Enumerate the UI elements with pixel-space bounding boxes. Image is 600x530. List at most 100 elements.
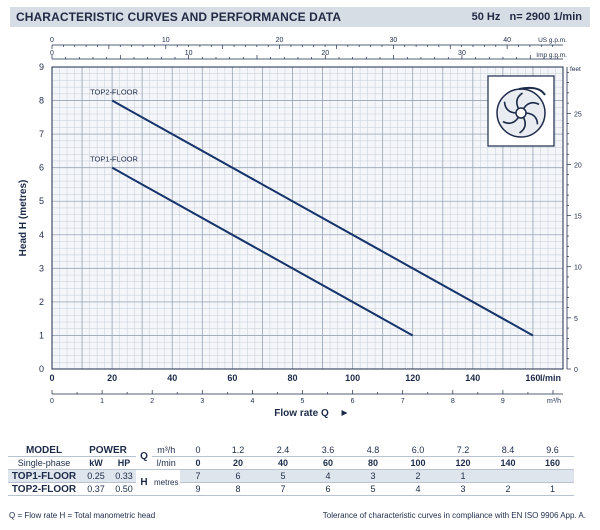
head-value: 1: [440, 469, 486, 483]
kw-value: 0.25: [80, 469, 112, 483]
grid: [51, 66, 564, 370]
q-lmin-value: 60: [305, 456, 351, 470]
us-tick-label: 40: [503, 37, 511, 44]
q-m3h-value: 7.2: [440, 444, 486, 457]
y-tick-label: 8: [39, 96, 44, 106]
y-tick-label: 0: [39, 364, 44, 374]
feet-tick-label: 20: [574, 162, 582, 169]
model-name: TOP2-FLOOR: [8, 482, 80, 496]
x-tick-label: 100: [345, 373, 360, 383]
feet-tick-label: 15: [574, 214, 582, 221]
q-m3h-value: 9.6: [530, 444, 575, 457]
q-lmin-value: 80: [350, 456, 396, 470]
series-line: [111, 99, 534, 337]
kw-header: kW: [80, 456, 112, 470]
imp-tick-label: 10: [185, 50, 193, 57]
h-unit: metres: [152, 469, 181, 496]
q-unit-m3h: m³/h: [152, 444, 181, 457]
imp-tick-label: 20: [321, 50, 329, 57]
m3h-tick-label: 9: [501, 398, 505, 405]
y-tick-label: 7: [39, 129, 44, 139]
q-m3h-value: 2.4: [260, 444, 306, 457]
imp-tick-label: 30: [458, 50, 466, 57]
phase-header: Single-phase: [8, 456, 80, 470]
hp-value: 0.33: [112, 469, 136, 483]
us-tick-label: 20: [276, 37, 284, 44]
footer-tolerance: Tolerance of characteristic curves in co…: [322, 511, 586, 520]
head-value: [485, 469, 531, 483]
header-bar: CHARACTERISTIC CURVES AND PERFORMANCE DA…: [10, 7, 590, 27]
x-tick-label: 60: [227, 373, 237, 383]
m3h-tick-label: 5: [301, 398, 305, 405]
x-tick-label: 40: [167, 373, 177, 383]
m3h-tick-label: 4: [250, 398, 254, 405]
series-line: [111, 166, 414, 337]
imp-tick-label: 0: [50, 50, 54, 57]
us-tick-label: 30: [389, 37, 397, 44]
q-lmin-value: 120: [440, 456, 486, 470]
q-m3h-value: 4.8: [350, 444, 396, 457]
m3h-tick-label: 0: [50, 398, 54, 405]
q-m3h-value: 3.6: [305, 444, 351, 457]
q-lmin-value: 40: [260, 456, 306, 470]
q-lmin-value: 140: [485, 456, 531, 470]
m3h-tick-label: 1: [100, 398, 104, 405]
model-name: TOP1-FLOOR: [8, 469, 80, 483]
us-tick-label: 0: [50, 37, 54, 44]
m3h-tick-label: 7: [401, 398, 405, 405]
feet-tick-label: 0: [574, 367, 578, 374]
y-tick-label: 3: [39, 263, 44, 273]
hp-header: HP: [112, 456, 136, 470]
m3h-tick-label: 6: [351, 398, 355, 405]
m3h-tick-label: 3: [200, 398, 204, 405]
impeller-icon: [487, 75, 555, 147]
m3h-unit-label: m³/h: [547, 398, 561, 405]
x-tick-label: 120: [405, 373, 420, 383]
page-title: CHARACTERISTIC CURVES AND PERFORMANCE DA…: [16, 10, 342, 24]
q-m3h-value: 8.4: [485, 444, 531, 457]
h-header: H: [136, 469, 152, 496]
feet-tick-label: 10: [574, 265, 582, 272]
us-tick-label: 10: [162, 37, 170, 44]
head-value: 1: [530, 482, 575, 496]
head-value: 7: [260, 482, 306, 496]
y-tick-label: 2: [39, 297, 44, 307]
q-lmin-value: 160: [530, 456, 575, 470]
head-value: 5: [350, 482, 396, 496]
head-value: 8: [215, 482, 261, 496]
y-tick-label: 5: [39, 196, 44, 206]
q-m3h-value: 0: [180, 444, 216, 457]
footer-legend: Q = Flow rate H = Total manometric head: [9, 511, 156, 520]
operating-conditions: 50 Hz n= 2900 1/min: [472, 11, 582, 23]
q-lmin-value: 100: [395, 456, 441, 470]
y-tick-label: 9: [39, 62, 44, 72]
head-value: 4: [305, 469, 351, 483]
m3h-tick-label: 8: [451, 398, 455, 405]
speed-label: n= 2900 1/min: [509, 11, 582, 23]
q-unit-lmin: l/min: [152, 456, 181, 470]
series-label: TOP1-FLOOR: [90, 155, 138, 164]
head-value: [530, 469, 575, 483]
q-m3h-value: 1.2: [215, 444, 261, 457]
imp-unit-label: Imp g.p.m.: [536, 52, 567, 59]
x-tick-label: 80: [287, 373, 297, 383]
kw-value: 0.37: [80, 482, 112, 496]
x-tick-label: 160: [525, 373, 540, 383]
y-tick-label: 6: [39, 163, 44, 173]
series-label: TOP2-FLOOR: [90, 88, 138, 97]
feet-tick-label: 5: [574, 316, 578, 323]
frequency-label: 50 Hz: [471, 11, 501, 23]
us-unit-label: US g.p.m.: [538, 37, 567, 44]
y-tick-label: 1: [39, 330, 44, 340]
power-header: POWER: [80, 444, 136, 457]
q-lmin-value: 0: [180, 456, 216, 470]
y-tick-label: 4: [39, 230, 44, 240]
head-value: 5: [260, 469, 306, 483]
x-axis-arrow-icon: [341, 410, 348, 416]
head-value: 9: [180, 482, 216, 496]
head-value: 2: [485, 482, 531, 496]
feet-tick-label: 25: [574, 111, 582, 118]
